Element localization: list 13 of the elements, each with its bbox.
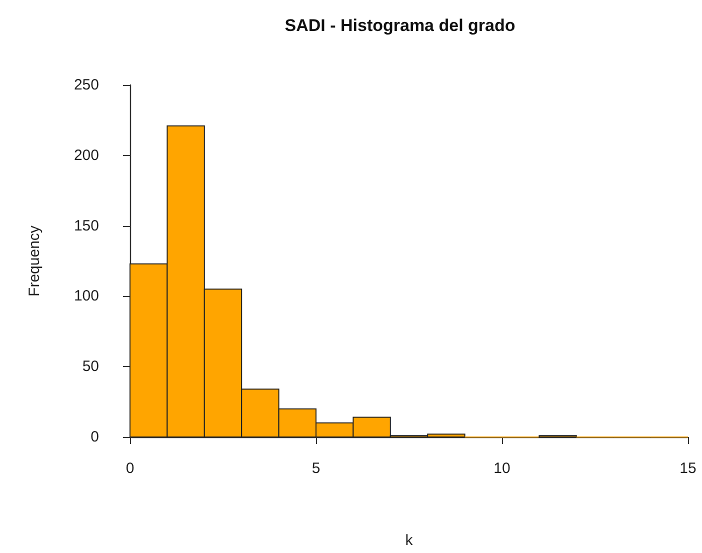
y-tick-label: 100 <box>74 288 99 305</box>
y-axis-title: Frequency <box>26 225 43 296</box>
y-tick-label: 200 <box>74 146 99 164</box>
x-axis-title: k <box>405 532 414 549</box>
x-tick-label: 0 <box>126 460 134 477</box>
x-tick-label: 10 <box>494 460 510 477</box>
y-tick-label: 0 <box>90 428 99 446</box>
chart-title: SADI - Histograma del grado <box>284 16 516 35</box>
y-tick-label: 150 <box>74 217 99 234</box>
x-tick-label: 5 <box>312 460 320 477</box>
y-tick-label: 250 <box>74 76 99 94</box>
x-tick-label: 15 <box>680 460 696 477</box>
y-tick-label: 50 <box>82 358 99 376</box>
